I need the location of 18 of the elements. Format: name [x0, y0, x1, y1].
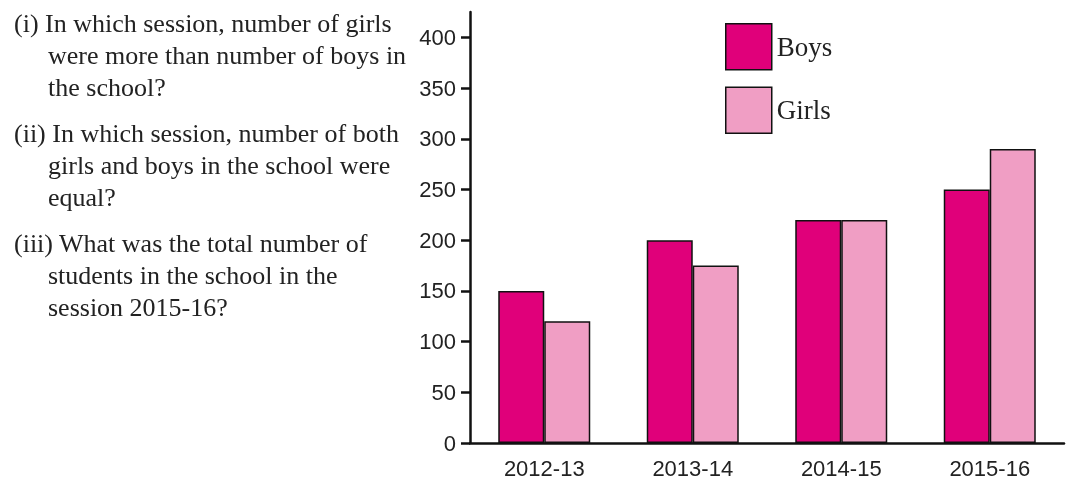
text: (i) In which session, number of girls were more than number of boys in the school? — [13, 8, 408, 104]
legend-label: Girls — [776, 95, 831, 126]
y-tick-label: 300 — [419, 126, 456, 152]
x-tick-label: 2013-14 — [652, 455, 734, 481]
x-tick-label: 2014-15 — [800, 455, 882, 481]
text: (iii) What was the total number of students in the school in the session 2015-16? — [13, 228, 369, 324]
legend-label: Boys — [776, 31, 833, 62]
x-tick-label: 2015-16 — [949, 455, 1031, 481]
y-tick-label: 400 — [419, 24, 456, 50]
y-tick-label: 350 — [419, 75, 456, 101]
text: (ii) In which session, number of both girls and boys in the school were equal? — [13, 118, 400, 214]
y-tick-label: 250 — [419, 176, 456, 202]
y-tick-label: 0 — [443, 430, 456, 456]
y-tick-label: 200 — [419, 227, 456, 253]
y-tick-label: 50 — [431, 379, 456, 405]
y-tick-label: 100 — [419, 329, 456, 355]
x-tick-label: 2012-13 — [503, 455, 585, 481]
y-tick-label: 150 — [419, 278, 456, 304]
